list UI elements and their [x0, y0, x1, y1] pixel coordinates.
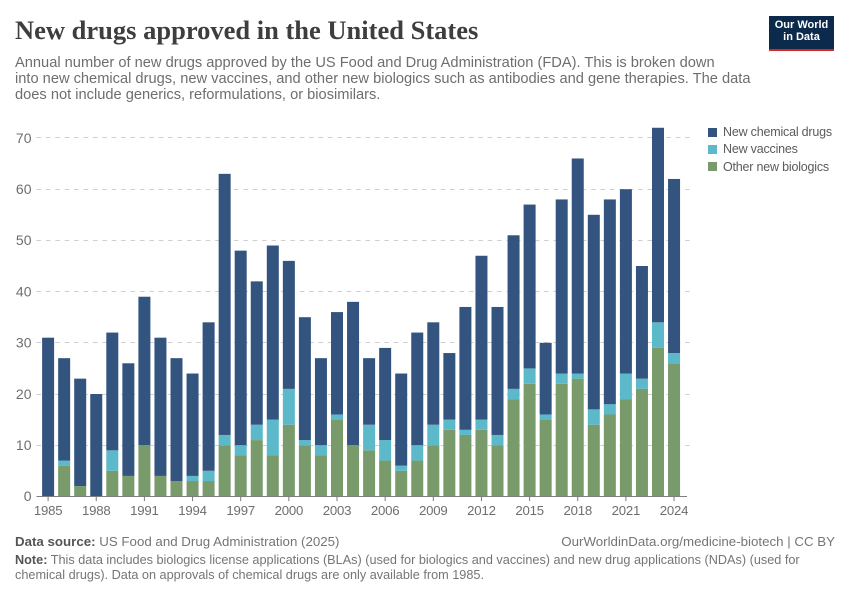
svg-text:2018: 2018: [563, 503, 592, 518]
svg-text:30: 30: [16, 335, 32, 351]
svg-text:2003: 2003: [323, 503, 352, 518]
svg-text:10: 10: [16, 437, 32, 453]
svg-text:1988: 1988: [82, 503, 111, 518]
svg-text:60: 60: [16, 181, 32, 197]
svg-text:1991: 1991: [130, 503, 159, 518]
svg-text:1994: 1994: [178, 503, 207, 518]
svg-text:1997: 1997: [226, 503, 255, 518]
svg-text:40: 40: [16, 283, 32, 299]
svg-text:2021: 2021: [612, 503, 641, 518]
svg-text:2024: 2024: [660, 503, 689, 518]
svg-text:50: 50: [16, 232, 32, 248]
svg-text:0: 0: [24, 488, 32, 504]
svg-text:1985: 1985: [34, 503, 63, 518]
svg-text:2009: 2009: [419, 503, 448, 518]
svg-text:2006: 2006: [371, 503, 400, 518]
svg-text:2012: 2012: [467, 503, 496, 518]
svg-text:2000: 2000: [275, 503, 304, 518]
svg-text:70: 70: [16, 130, 32, 146]
svg-text:2015: 2015: [515, 503, 544, 518]
svg-text:20: 20: [16, 386, 32, 402]
